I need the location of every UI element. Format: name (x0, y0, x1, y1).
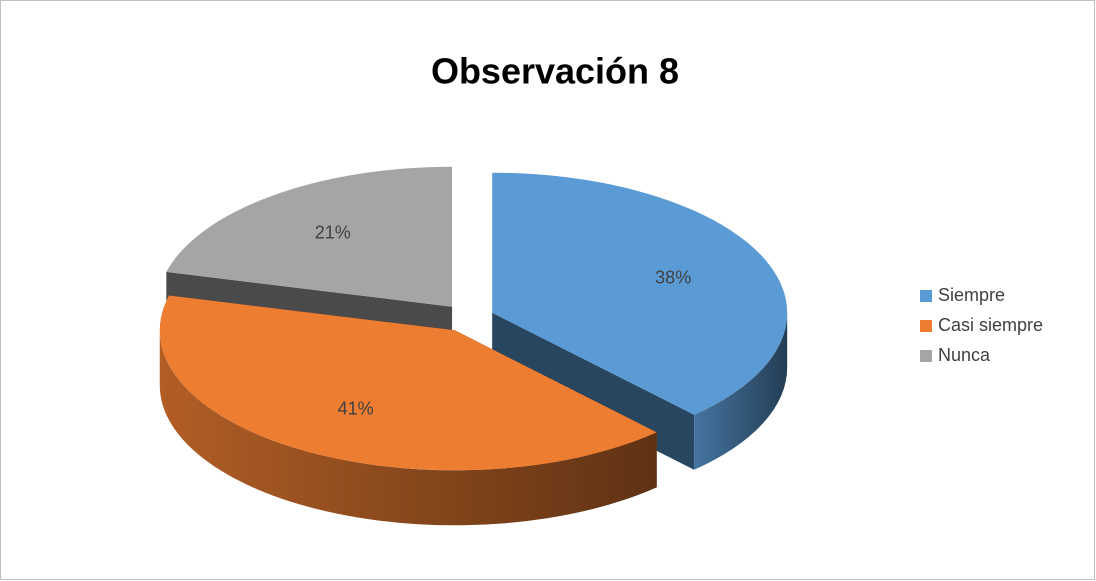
chart-title: Observación 8 (431, 51, 679, 92)
legend-swatch (920, 350, 932, 362)
slice-outer-wall (694, 312, 788, 470)
slice-outer-wall (159, 330, 657, 526)
slice-top (159, 295, 657, 471)
legend-label: Casi siempre (938, 315, 1043, 335)
data-label: 41% (338, 399, 374, 419)
data-label: 38% (655, 267, 691, 287)
legend-swatch (920, 290, 932, 302)
slice-top (166, 166, 453, 307)
legend-swatch (920, 320, 932, 332)
legend-label: Nunca (938, 345, 991, 365)
slice-top (492, 172, 788, 415)
legend-label: Siempre (938, 285, 1005, 305)
data-label: 21% (315, 222, 351, 242)
slice (159, 295, 657, 526)
